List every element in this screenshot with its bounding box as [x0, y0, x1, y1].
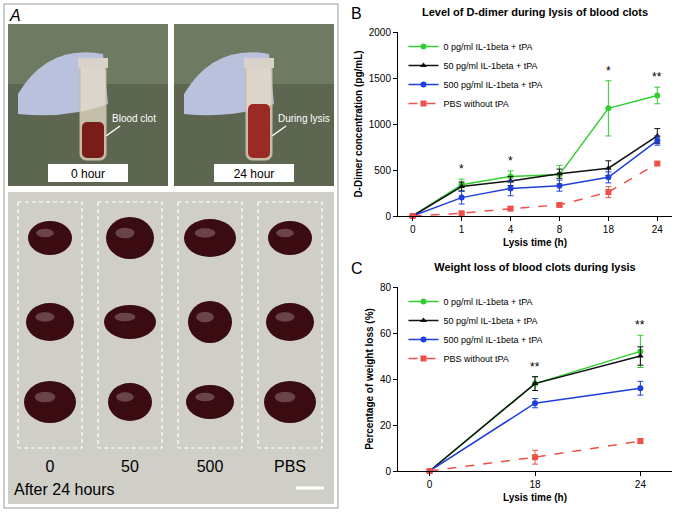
- svg-text:Weight loss of blood clots dur: Weight loss of blood clots during lysis: [434, 261, 635, 273]
- svg-text:500: 500: [197, 458, 224, 475]
- svg-text:Percentage of weight loss (%): Percentage of weight loss (%): [364, 308, 375, 450]
- svg-text:50 pg/ml IL-1beta + tPA: 50 pg/ml IL-1beta + tPA: [443, 61, 537, 71]
- svg-text:PBS without tPA: PBS without tPA: [443, 99, 508, 109]
- svg-text:A: A: [9, 7, 21, 24]
- svg-text:18: 18: [603, 224, 615, 235]
- svg-text:During lysis: During lysis: [278, 113, 330, 124]
- svg-text:1: 1: [459, 224, 465, 235]
- svg-text:60: 60: [380, 328, 392, 339]
- svg-text:1500: 1500: [369, 73, 392, 84]
- svg-text:20: 20: [380, 420, 392, 431]
- svg-text:B: B: [351, 5, 362, 22]
- svg-text:1000: 1000: [369, 119, 392, 130]
- svg-text:500: 500: [374, 165, 391, 176]
- svg-text:18: 18: [529, 479, 541, 490]
- svg-text:Blood clot: Blood clot: [112, 113, 156, 124]
- svg-text:500 pg/ml IL-1beta + tPA: 500 pg/ml IL-1beta + tPA: [443, 335, 542, 345]
- svg-text:500 pg/ml IL-1beta + tPA: 500 pg/ml IL-1beta + tPA: [443, 80, 542, 90]
- svg-text:0: 0: [410, 224, 416, 235]
- svg-text:*: *: [459, 162, 464, 176]
- svg-text:0: 0: [385, 466, 391, 477]
- svg-text:50: 50: [121, 458, 139, 475]
- svg-text:PBS: PBS: [274, 458, 306, 475]
- svg-text:2000: 2000: [369, 27, 392, 38]
- svg-text:After 24 hours: After 24 hours: [14, 481, 115, 498]
- svg-text:*: *: [508, 154, 513, 168]
- svg-text:0: 0: [385, 211, 391, 222]
- svg-text:24 hour: 24 hour: [234, 167, 275, 181]
- svg-text:Lysis time (h): Lysis time (h): [503, 492, 567, 503]
- svg-text:**: **: [530, 360, 540, 374]
- svg-text:**: **: [635, 318, 645, 332]
- svg-text:**: **: [652, 70, 662, 84]
- svg-text:4: 4: [508, 224, 514, 235]
- svg-text:C: C: [351, 260, 363, 277]
- svg-text:Level of D-dimer during lysis: Level of D-dimer during lysis of blood c…: [422, 6, 648, 18]
- svg-text:80: 80: [380, 282, 392, 293]
- svg-text:0: 0: [46, 458, 55, 475]
- svg-text:0: 0: [427, 479, 433, 490]
- svg-text:D-Dimer concentration (pg/mL): D-Dimer concentration (pg/mL): [353, 50, 364, 197]
- svg-text:50 pg/ml IL-1beta + tPA: 50 pg/ml IL-1beta + tPA: [443, 316, 537, 326]
- svg-text:0 hour: 0 hour: [71, 167, 105, 181]
- svg-text:0 pg/ml IL-1beta + tPA: 0 pg/ml IL-1beta + tPA: [443, 42, 532, 52]
- svg-text:Lysis time (h): Lysis time (h): [503, 237, 567, 248]
- svg-text:PBS without tPA: PBS without tPA: [443, 354, 508, 364]
- svg-text:40: 40: [380, 374, 392, 385]
- svg-text:24: 24: [635, 479, 647, 490]
- svg-text:8: 8: [557, 224, 563, 235]
- svg-text:24: 24: [652, 224, 664, 235]
- svg-text:*: *: [606, 64, 611, 78]
- svg-text:0 pg/ml IL-1beta + tPA: 0 pg/ml IL-1beta + tPA: [443, 297, 532, 307]
